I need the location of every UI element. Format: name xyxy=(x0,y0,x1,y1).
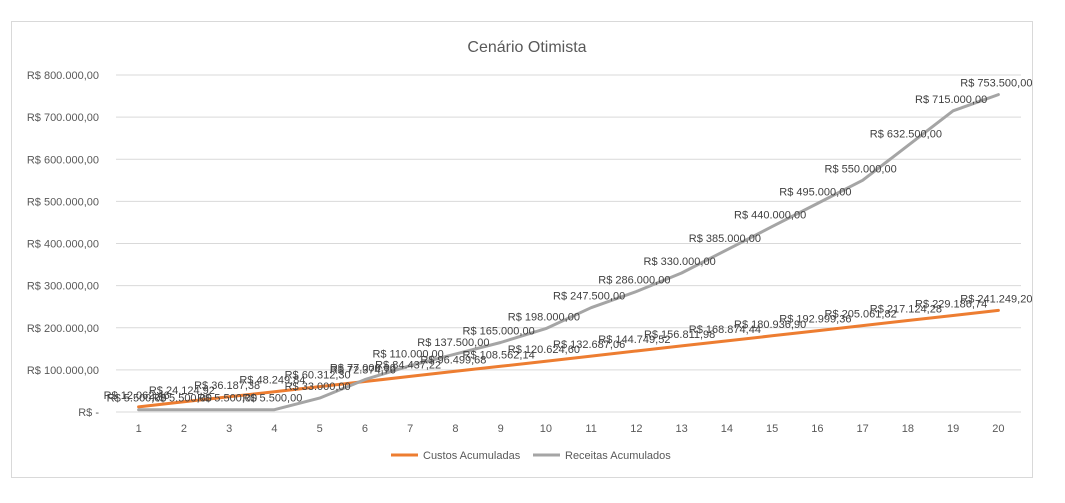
legend-label: Receitas Acumulados xyxy=(565,450,671,462)
x-tick-label: 6 xyxy=(362,423,368,435)
data-label: R$ 144.749,52 xyxy=(598,334,670,346)
x-tick-label: 5 xyxy=(317,423,323,435)
data-label: R$ 715.000,00 xyxy=(915,94,987,106)
line-chart: Cenário Otimista R$ - R$ 100.000,00 R$ 200… xyxy=(27,39,1032,462)
y-tick-label: R$ 200.000,00 xyxy=(27,323,99,335)
y-tick-label: R$ 700.000,00 xyxy=(27,112,99,124)
data-labels: R$ 12.062,46R$ 24.124,92R$ 36.187,38R$ 4… xyxy=(104,78,1032,405)
data-label: R$ 198.000,00 xyxy=(508,312,580,324)
data-label: R$ 165.000,00 xyxy=(463,325,535,337)
x-tick-label: 7 xyxy=(407,423,413,435)
x-axis-tick-labels: 1 2 3 4 5 6 7 8 9 10 11 12 13 14 15 16 17 18 19 20 xyxy=(136,423,1005,435)
data-label: R$ 168.874,44 xyxy=(689,324,761,336)
x-tick-label: 20 xyxy=(992,423,1004,435)
data-label: R$ 137.500,00 xyxy=(417,337,489,349)
data-label: R$ 108.562,14 xyxy=(463,349,535,361)
x-tick-label: 9 xyxy=(498,423,504,435)
data-label: R$ 5.500,00 xyxy=(152,393,212,405)
x-tick-label: 10 xyxy=(540,423,552,435)
data-label: R$ 33.000,00 xyxy=(285,381,351,393)
data-label: R$ 110.000,00 xyxy=(372,349,443,361)
data-label: R$ 36.187,38 xyxy=(194,380,260,392)
y-axis-tick-labels: R$ - R$ 100.000,00 R$ 200.000,00 R$ 300.000… xyxy=(27,70,100,419)
data-label: R$ 495.000,00 xyxy=(779,186,851,198)
data-label: R$ 550.000,00 xyxy=(825,163,897,175)
y-tick-label: R$ - xyxy=(78,407,99,419)
data-label: R$ 12.062,46 xyxy=(104,390,170,402)
data-label: R$ 72.374,76 xyxy=(330,365,396,377)
data-label: R$ 247.500,00 xyxy=(553,291,625,303)
data-label: R$ 77.000,00 xyxy=(330,363,396,375)
series-line-2 xyxy=(137,93,1000,412)
legend-label: Custos Acumuladas xyxy=(423,450,521,462)
data-label: R$ 241.249,20 xyxy=(960,293,1032,305)
y-tick-label: R$ 800.000,00 xyxy=(27,70,99,82)
series-line-1 xyxy=(137,308,1000,409)
x-tick-label: 2 xyxy=(181,423,187,435)
data-label: R$ 5.500,00 xyxy=(197,393,257,405)
data-label: R$ 120.624,60 xyxy=(508,344,580,356)
data-label: R$ 48.249,84 xyxy=(239,375,305,387)
x-tick-label: 17 xyxy=(857,423,869,435)
data-label: R$ 24.124,92 xyxy=(149,385,215,397)
data-label: R$ 96.499,68 xyxy=(420,354,486,366)
chart-area: Cenário Otimista R$ - R$ 100.000,00 R$ 200… xyxy=(11,21,1033,478)
x-tick-label: 1 xyxy=(136,423,142,435)
x-tick-label: 13 xyxy=(676,423,688,435)
data-label: R$ 156.811,98 xyxy=(644,329,715,341)
x-tick-label: 16 xyxy=(811,423,823,435)
data-label: R$ 286.000,00 xyxy=(598,275,670,287)
chart-title: Cenário Otimista xyxy=(467,39,586,56)
y-tick-label: R$ 500.000,00 xyxy=(27,196,99,208)
x-tick-label: 8 xyxy=(452,423,458,435)
data-label: R$ 132.687,06 xyxy=(553,339,625,351)
y-tick-label: R$ 600.000,00 xyxy=(27,154,99,166)
data-label: R$ 632.500,00 xyxy=(870,129,942,141)
gridlines xyxy=(116,74,1021,413)
data-label: R$ 180.936,90 xyxy=(734,319,806,331)
data-label: R$ 440.000,00 xyxy=(734,210,806,222)
data-label: R$ 84.437,22 xyxy=(375,359,441,371)
legend: Custos Acumuladas Receitas Acumulados xyxy=(391,450,671,462)
x-tick-label: 18 xyxy=(902,423,914,435)
data-label: R$ 5.500,00 xyxy=(107,393,167,405)
data-label: R$ 217.124,28 xyxy=(870,304,942,316)
data-label: R$ 385.000,00 xyxy=(689,233,761,245)
x-tick-label: 15 xyxy=(766,423,778,435)
data-label: R$ 753.500,00 xyxy=(960,78,1032,90)
series-lines xyxy=(137,93,1000,412)
data-label: R$ 205.061,82 xyxy=(825,309,897,321)
x-tick-label: 11 xyxy=(585,423,596,435)
x-tick-label: 4 xyxy=(271,423,277,435)
data-label: R$ 60.312,30 xyxy=(285,370,351,382)
y-tick-label: R$ 100.000,00 xyxy=(27,365,99,377)
data-label: R$ 229.186,74 xyxy=(915,298,987,310)
x-tick-label: 12 xyxy=(630,423,642,435)
data-label: R$ 330.000,00 xyxy=(644,256,716,268)
x-tick-label: 19 xyxy=(947,423,959,435)
x-tick-label: 3 xyxy=(226,423,232,435)
y-tick-label: R$ 300.000,00 xyxy=(27,281,99,293)
data-label: R$ 5.500,00 xyxy=(242,393,302,405)
y-tick-label: R$ 400.000,00 xyxy=(27,239,99,251)
x-tick-label: 14 xyxy=(721,423,733,435)
data-label: R$ 192.999,36 xyxy=(779,314,851,326)
